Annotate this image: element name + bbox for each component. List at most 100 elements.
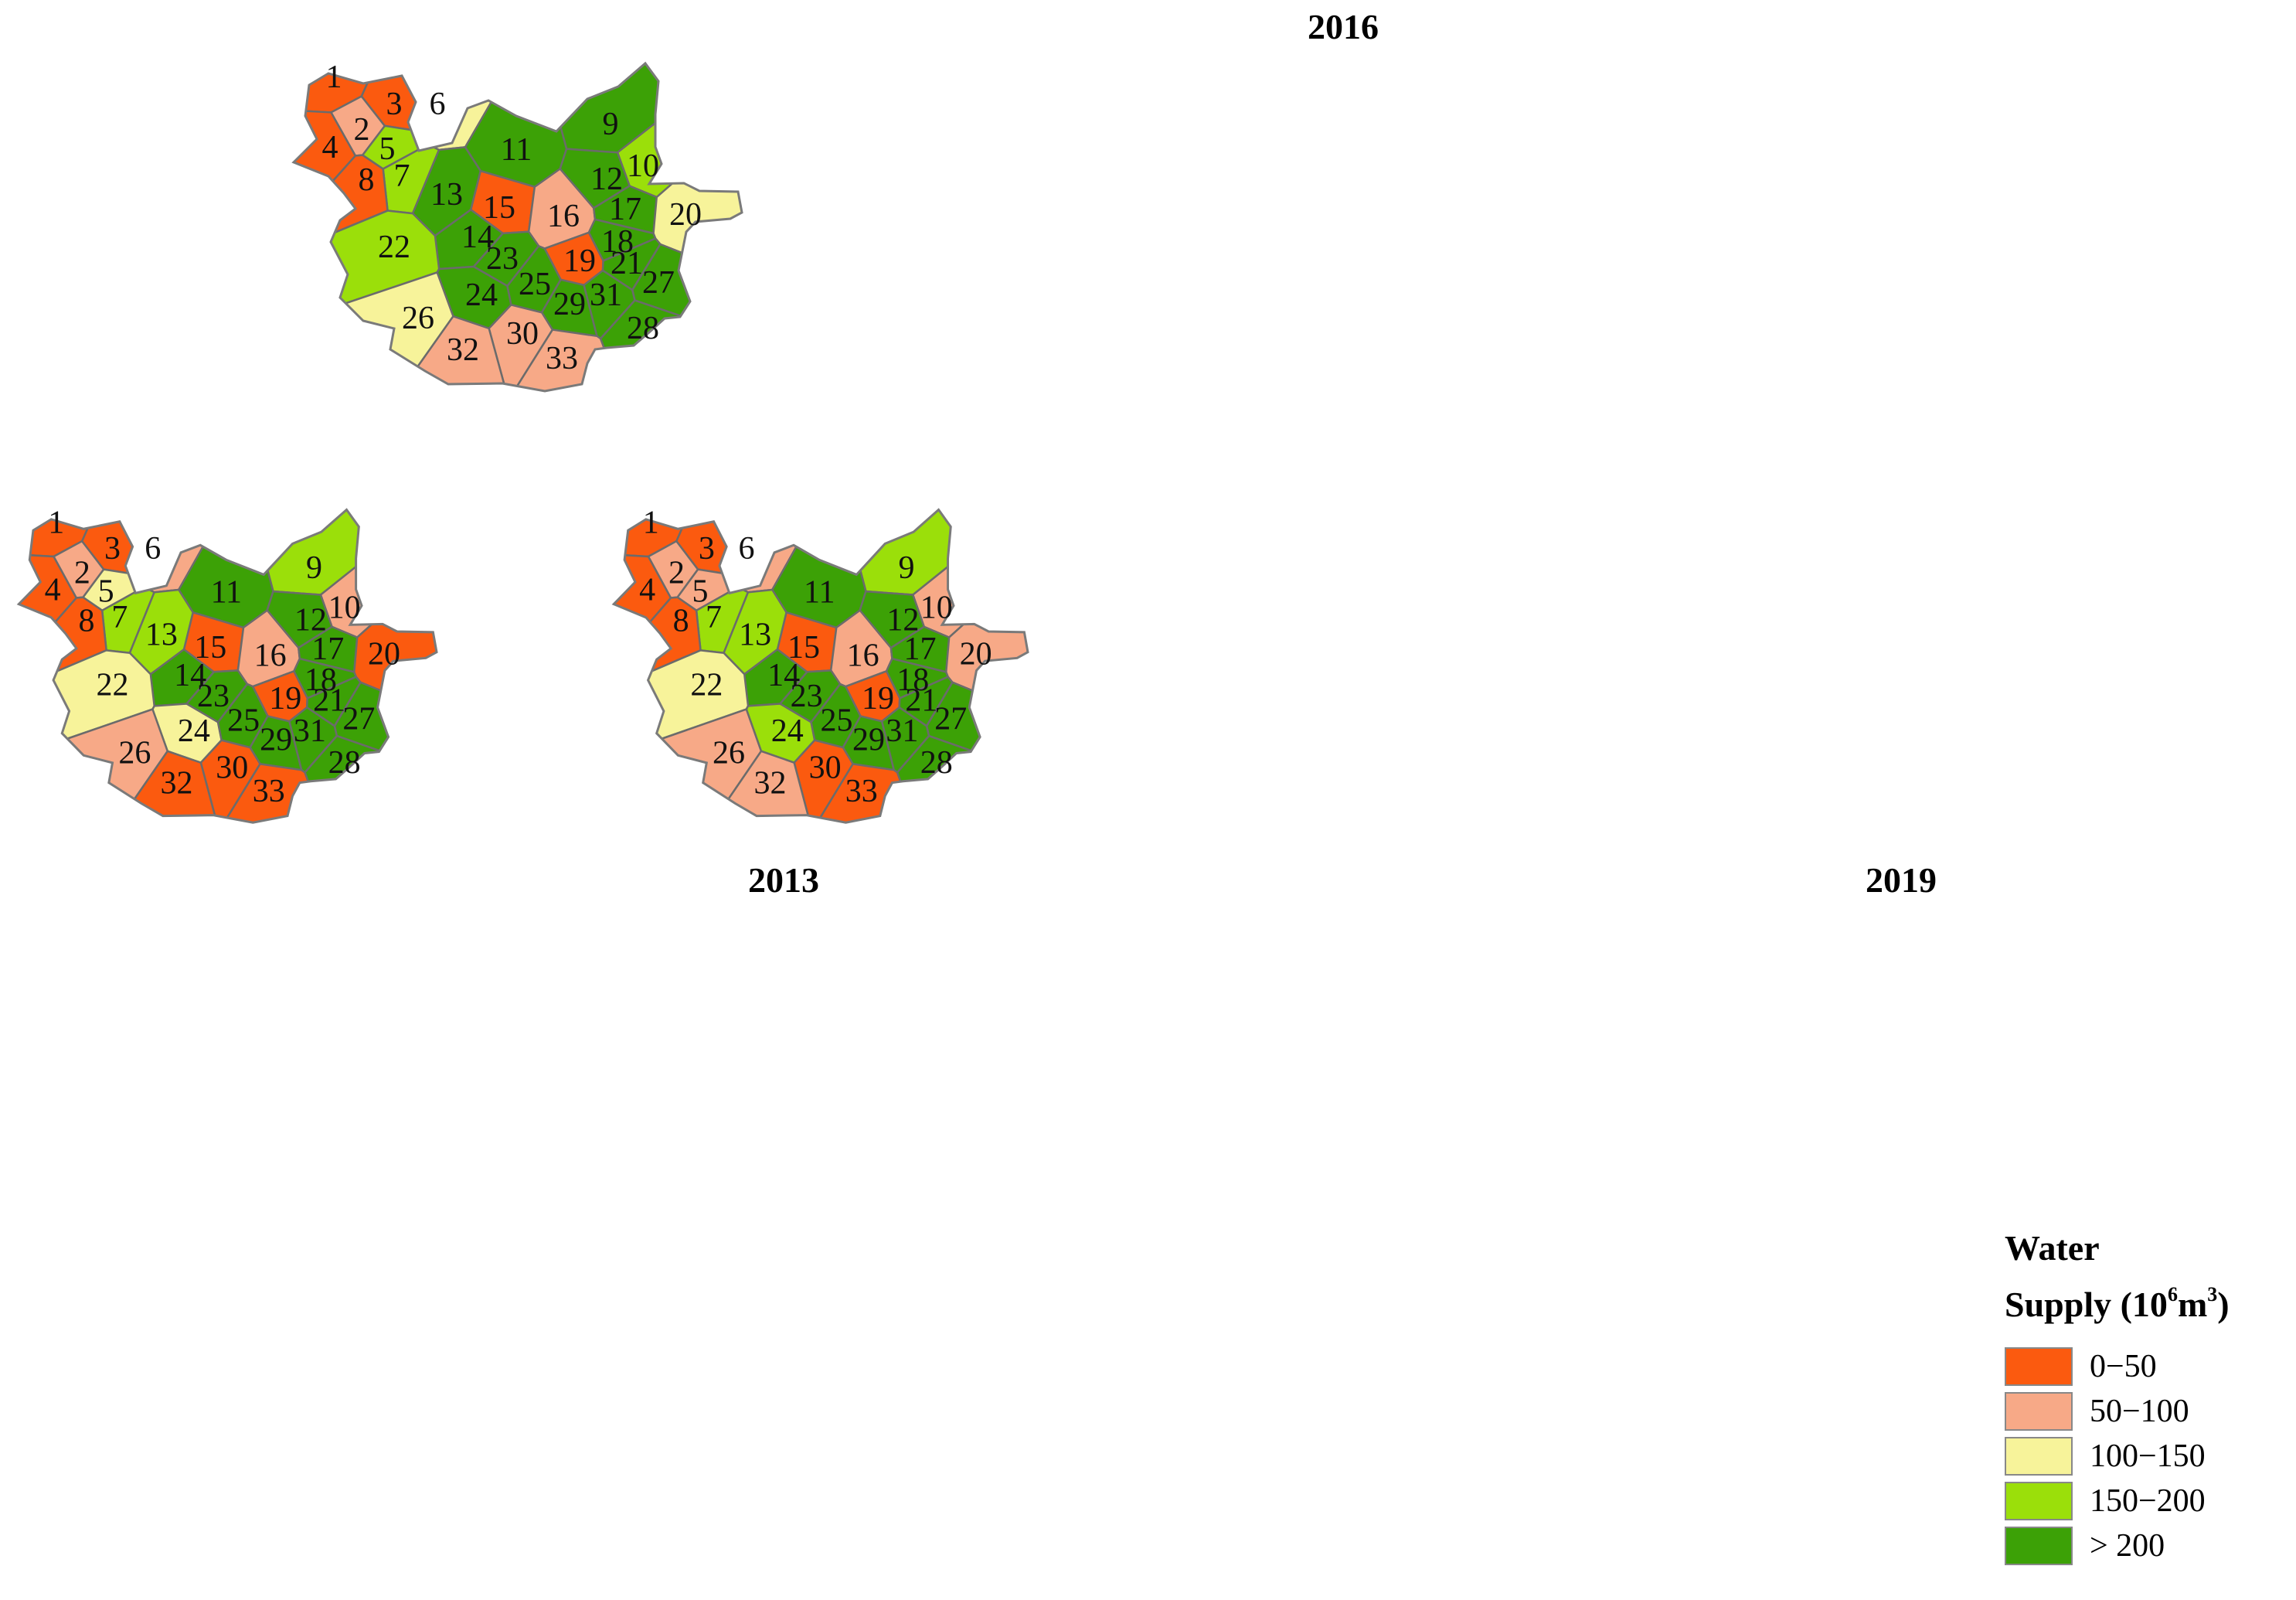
region-32	[689, 750, 814, 823]
region-label-14: 14	[461, 220, 494, 255]
region-label-20: 20	[368, 637, 400, 672]
region-label-17: 17	[311, 631, 344, 667]
legend-swatch	[2005, 1437, 2073, 1476]
legend-swatch	[2005, 1482, 2073, 1520]
region-label-21: 21	[905, 683, 937, 719]
region-label-13: 13	[430, 177, 463, 213]
legend-item-0-50: 0−50	[2005, 1345, 2157, 1388]
region-label-6: 6	[145, 531, 161, 567]
region-label-29: 29	[260, 722, 292, 757]
region-label-11: 11	[501, 132, 532, 168]
region-label-32: 32	[754, 766, 787, 802]
region-label-15: 15	[787, 630, 820, 666]
legend-title-line1: Water	[2005, 1228, 2100, 1268]
region-label-16: 16	[847, 638, 879, 673]
region-label-19: 19	[862, 681, 894, 717]
region-label-28: 28	[328, 745, 361, 781]
region-label-17: 17	[609, 192, 641, 227]
region-label-28: 28	[627, 311, 659, 346]
region-32	[94, 750, 220, 823]
region-label-13: 13	[145, 618, 178, 653]
region-label-27: 27	[934, 702, 967, 737]
legend-item-over-200: > 200	[2005, 1524, 2165, 1568]
region-label-22: 22	[690, 668, 723, 703]
region-label-6: 6	[430, 87, 446, 122]
map-outline	[611, 508, 1029, 824]
region-label-20: 20	[669, 197, 702, 233]
region-label-16: 16	[547, 199, 580, 234]
region-label-32: 32	[447, 332, 479, 368]
legend-item-150-200: 150−200	[2005, 1479, 2206, 1523]
region-label-22: 22	[97, 668, 129, 703]
map-title-2016: 2016	[1308, 7, 1379, 46]
region-label-7: 7	[111, 600, 128, 635]
region-label-3: 3	[699, 531, 715, 567]
region-label-30: 30	[216, 751, 248, 786]
region-label-32: 32	[160, 766, 192, 802]
region-label-27: 27	[642, 265, 675, 301]
region-label-15: 15	[194, 630, 226, 666]
region-label-2: 2	[74, 556, 90, 591]
region-label-4: 4	[639, 573, 655, 608]
region-label-31: 31	[590, 277, 622, 313]
region-label-31: 31	[294, 713, 326, 749]
region-label-27: 27	[342, 702, 375, 737]
region-label-21: 21	[611, 246, 643, 281]
region-label-11: 11	[804, 574, 835, 610]
region-label-23: 23	[486, 241, 519, 277]
region-label-10: 10	[627, 148, 659, 184]
region-label-29: 29	[852, 722, 885, 757]
region-label-9: 9	[603, 107, 619, 142]
map-outline	[291, 61, 743, 393]
legend-title: Water Supply (106m3)	[2005, 1225, 2230, 1328]
legend-title-line2: Supply (106m3)	[2005, 1283, 2230, 1324]
region-label-22: 22	[378, 230, 410, 265]
region-label-25: 25	[227, 703, 260, 738]
region-label-23: 23	[197, 679, 230, 714]
region-label-12: 12	[590, 162, 623, 197]
region-label-6: 6	[739, 531, 755, 567]
legend-label: 150−200	[2090, 1483, 2206, 1519]
legend: Water Supply (106m3) 0−50 50−100 100−150…	[2005, 1225, 2230, 1565]
region-label-19: 19	[563, 243, 596, 279]
region-label-12: 12	[294, 603, 327, 638]
region-label-30: 30	[506, 316, 539, 352]
region-label-7: 7	[706, 600, 722, 635]
region-label-2: 2	[668, 556, 685, 591]
region-label-19: 19	[269, 681, 301, 717]
region-32	[375, 315, 510, 391]
region-label-18: 18	[601, 224, 634, 260]
region-label-25: 25	[519, 267, 551, 302]
region-label-15: 15	[483, 190, 515, 226]
map-outline	[16, 508, 438, 824]
region-label-16: 16	[254, 638, 287, 673]
map-title-2019: 2019	[1866, 860, 1937, 900]
region-label-10: 10	[920, 590, 953, 625]
region-label-4: 4	[45, 573, 61, 608]
region-label-1: 1	[48, 506, 64, 541]
region-label-24: 24	[178, 713, 210, 749]
region-label-3: 3	[104, 531, 121, 567]
legend-item-100-150: 100−150	[2005, 1435, 2206, 1478]
region-label-24: 24	[465, 277, 498, 313]
region-label-5: 5	[692, 574, 709, 609]
region-label-10: 10	[328, 590, 361, 625]
region-label-26: 26	[713, 735, 745, 771]
region-label-30: 30	[809, 751, 842, 786]
region-label-33: 33	[845, 774, 878, 809]
region-label-17: 17	[904, 631, 937, 667]
legend-label: 100−150	[2090, 1438, 2206, 1474]
region-label-12: 12	[886, 603, 919, 638]
region-label-8: 8	[673, 604, 689, 639]
region-label-5: 5	[98, 574, 114, 609]
region-label-9: 9	[898, 550, 914, 586]
region-label-4: 4	[322, 130, 338, 165]
region-label-8: 8	[359, 162, 375, 198]
legend-swatch	[2005, 1347, 2073, 1386]
region-label-7: 7	[394, 158, 410, 194]
region-label-14: 14	[767, 658, 800, 693]
region-label-26: 26	[118, 735, 151, 771]
region-label-9: 9	[306, 550, 322, 586]
